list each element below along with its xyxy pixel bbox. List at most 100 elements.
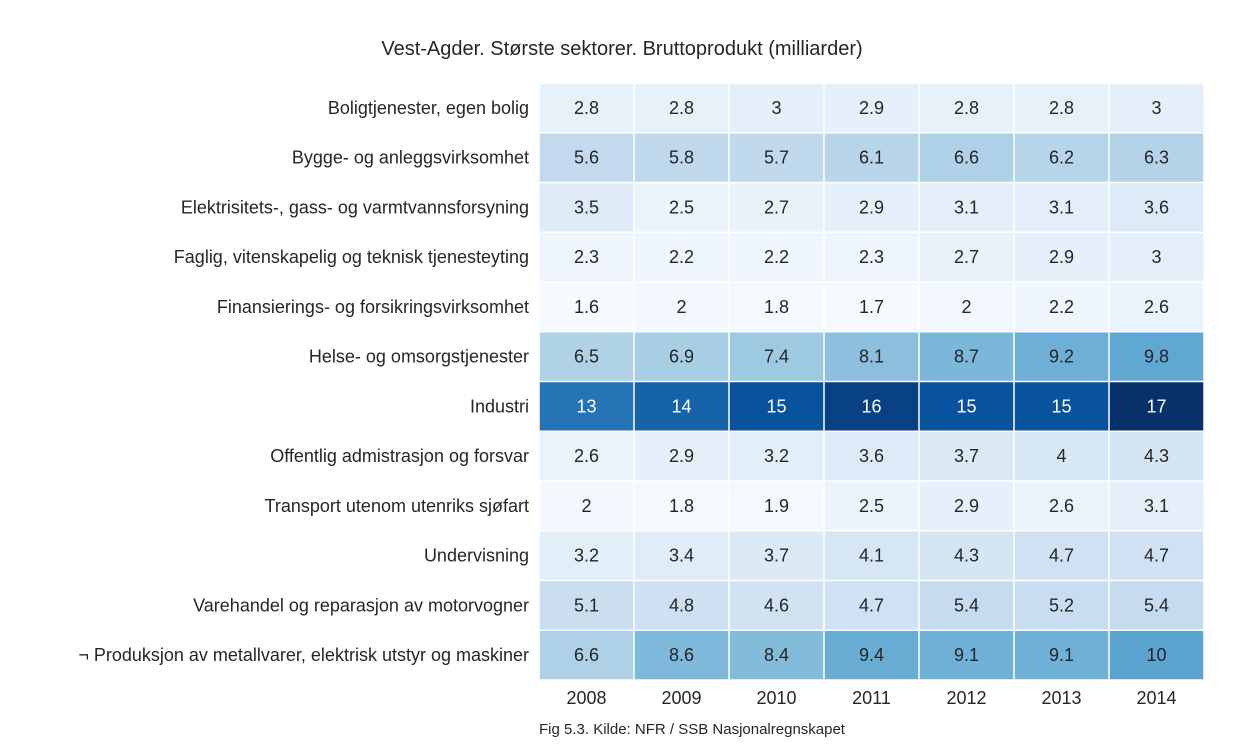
heatmap-cell	[824, 382, 919, 431]
heatmap-cell	[634, 133, 729, 182]
cell-value-label: 5.4	[1144, 595, 1169, 615]
heatmap-cell	[634, 183, 729, 232]
heatmap-cell	[634, 382, 729, 431]
heatmap-cell	[729, 83, 824, 132]
cell-value-label: 3.5	[574, 197, 599, 217]
cell-value-label: 3.6	[859, 446, 884, 466]
cell-value-label: 17	[1146, 396, 1166, 416]
cell-value-label: 13	[576, 396, 596, 416]
heatmap-cell	[1109, 233, 1204, 282]
cell-value-label: 4.7	[1049, 546, 1074, 566]
cell-value-label: 4.3	[1144, 446, 1169, 466]
heatmap-cell	[1109, 83, 1204, 132]
cell-value-label: 14	[671, 396, 691, 416]
column-tick-label: 2012	[946, 688, 986, 708]
heatmap-cell	[1109, 332, 1204, 381]
cell-value-label: 6.2	[1049, 148, 1074, 168]
heatmap-cell	[729, 382, 824, 431]
heatmap-cell	[539, 183, 634, 232]
cell-value-label: 3.7	[764, 546, 789, 566]
heatmap-cell	[1014, 233, 1109, 282]
heatmap-cell	[919, 332, 1014, 381]
heatmap-cell	[729, 233, 824, 282]
cell-value-label: 2.9	[1049, 247, 1074, 267]
column-tick-label: 2008	[566, 688, 606, 708]
cell-value-label: 5.2	[1049, 595, 1074, 615]
cell-value-label: 15	[1051, 396, 1071, 416]
cell-value-label: 2	[961, 297, 971, 317]
heatmap-cell	[539, 432, 634, 481]
heatmap-cell	[1014, 581, 1109, 630]
heatmap-cell	[1014, 332, 1109, 381]
heatmap-cell	[634, 581, 729, 630]
cell-value-label: 5.7	[764, 148, 789, 168]
cell-value-label: 2.5	[669, 197, 694, 217]
row-tick-label: Varehandel og reparasjon av motorvogner	[193, 595, 529, 615]
heatmap-cell	[729, 481, 824, 530]
row-tick-label: Bygge- og anleggsvirksomhet	[292, 148, 529, 168]
heatmap-cell	[1014, 531, 1109, 580]
heatmap-cell	[729, 332, 824, 381]
heatmap-cell	[539, 581, 634, 630]
cell-value-label: 6.3	[1144, 148, 1169, 168]
heatmap-cell	[634, 481, 729, 530]
heatmap-cell	[919, 183, 1014, 232]
heatmap-cell	[729, 282, 824, 331]
heatmap-cell	[824, 581, 919, 630]
heatmap-cell	[634, 83, 729, 132]
cell-value-label: 2.9	[954, 496, 979, 516]
row-tick-label: Finansierings- og forsikringsvirksomhet	[217, 297, 529, 317]
cell-value-label: 1.8	[764, 297, 789, 317]
heatmap-cell	[729, 133, 824, 182]
cell-value-label: 4.3	[954, 546, 979, 566]
cell-value-label: 3.2	[764, 446, 789, 466]
heatmap-cells: 2.8 2.8 3 2.9 2.8 2.8 3 5.6 5.8 5.7 6.1 6.6 6.2 6.3 3.…	[539, 83, 1204, 680]
heatmap-cell	[1014, 382, 1109, 431]
cell-value-label: 6.9	[669, 347, 694, 367]
heatmap-cell	[919, 382, 1014, 431]
heatmap-cell	[919, 531, 1014, 580]
cell-value-label: 1.7	[859, 297, 884, 317]
heatmap-cell	[1014, 631, 1109, 680]
row-tick-label: Elektrisitets-, gass- og varmtvannsforsy…	[181, 197, 529, 217]
cell-value-label: 5.4	[954, 595, 979, 615]
heatmap-cell	[539, 282, 634, 331]
heatmap-cell	[919, 233, 1014, 282]
heatmap-cell	[919, 83, 1014, 132]
cell-value-label: 2.2	[669, 247, 694, 267]
cell-value-label: 16	[861, 396, 881, 416]
heatmap-cell	[824, 481, 919, 530]
cell-value-label: 2.9	[859, 197, 884, 217]
cell-value-label: 3.1	[954, 197, 979, 217]
cell-value-label: 9.1	[954, 645, 979, 665]
heatmap-cell	[824, 332, 919, 381]
heatmap-cell	[919, 631, 1014, 680]
cell-value-label: 9.8	[1144, 347, 1169, 367]
cell-value-label: 2.9	[859, 98, 884, 118]
heatmap-cell	[1014, 481, 1109, 530]
heatmap-cell	[1014, 282, 1109, 331]
heatmap-cell	[539, 233, 634, 282]
cell-value-label: 8.4	[764, 645, 789, 665]
cell-value-label: 2.8	[669, 98, 694, 118]
heatmap-cell	[1109, 631, 1204, 680]
heatmap-cell	[919, 432, 1014, 481]
heatmap-cell	[1109, 282, 1204, 331]
heatmap-cell	[539, 382, 634, 431]
row-tick-label: Industri	[470, 396, 529, 416]
column-tick-label: 2013	[1041, 688, 1081, 708]
cell-value-label: 2.8	[1049, 98, 1074, 118]
heatmap-cell	[729, 531, 824, 580]
cell-value-label: 1.9	[764, 496, 789, 516]
cell-value-label: 4.7	[1144, 546, 1169, 566]
heatmap-cell	[824, 133, 919, 182]
cell-value-label: 4.6	[764, 595, 789, 615]
cell-value-label: 15	[956, 396, 976, 416]
heatmap-cell	[919, 282, 1014, 331]
cell-value-label: 3	[1151, 247, 1161, 267]
heatmap-cell	[539, 133, 634, 182]
column-tick-label: 2010	[756, 688, 796, 708]
heatmap-cell	[1014, 83, 1109, 132]
cell-value-label: 2.8	[574, 98, 599, 118]
